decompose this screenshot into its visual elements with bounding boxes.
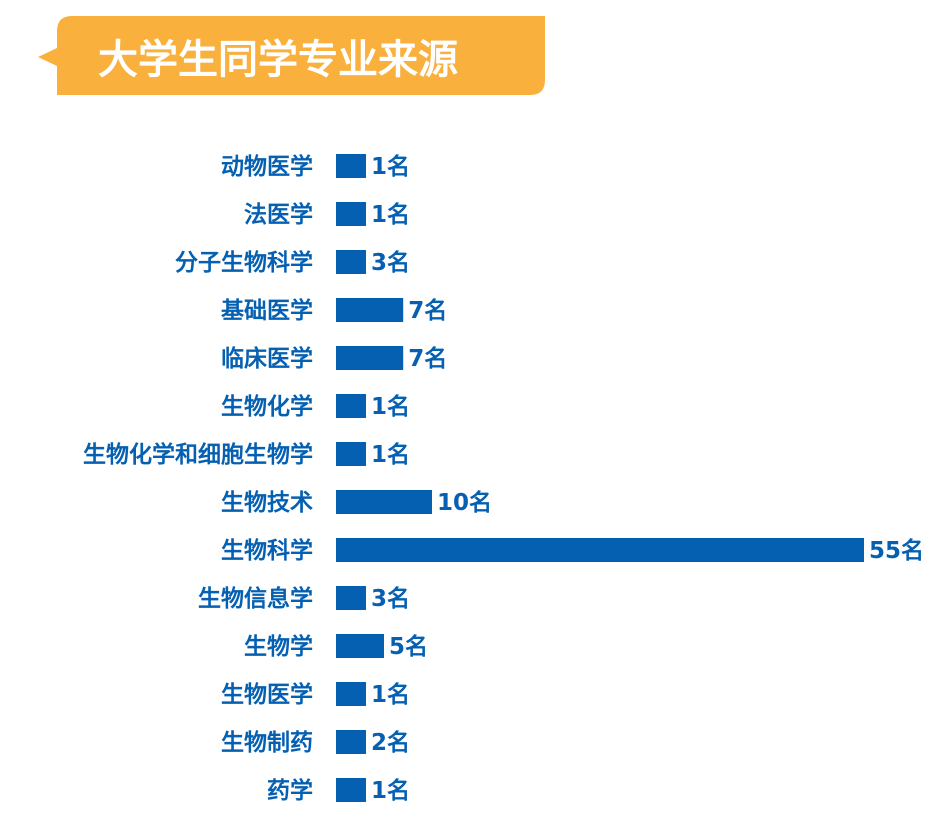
bar — [336, 490, 432, 514]
category-label: 生物化学 — [221, 393, 313, 420]
bar — [336, 634, 384, 658]
category-label: 生物技术 — [221, 489, 313, 516]
category-label: 生物信息学 — [198, 585, 313, 612]
bar — [336, 250, 366, 274]
value-label: 5名 — [389, 633, 428, 660]
bar — [336, 394, 366, 418]
value-label: 55名 — [869, 537, 924, 564]
category-label: 药学 — [267, 777, 313, 804]
value-label: 10名 — [437, 489, 492, 516]
bar — [336, 346, 404, 370]
value-label: 1名 — [371, 393, 410, 420]
bar — [336, 154, 366, 178]
bar — [336, 586, 366, 610]
bar — [336, 442, 366, 466]
bar — [336, 682, 366, 706]
category-label: 生物医学 — [221, 681, 313, 708]
title-banner — [38, 16, 545, 95]
bar — [336, 730, 366, 754]
value-label: 1名 — [371, 777, 410, 804]
value-label: 1名 — [371, 153, 410, 180]
value-label: 1名 — [371, 201, 410, 228]
value-label: 3名 — [371, 585, 410, 612]
category-label: 生物制药 — [221, 729, 313, 756]
category-label: 生物化学和细胞生物学 — [83, 441, 313, 468]
value-label: 7名 — [408, 297, 447, 324]
value-label: 2名 — [371, 729, 410, 756]
chart-title: 大学生同学专业来源 — [98, 37, 458, 83]
category-label: 基础医学 — [221, 297, 313, 324]
bar — [336, 202, 366, 226]
bar — [336, 298, 404, 322]
bar — [336, 538, 864, 562]
value-label: 1名 — [371, 441, 410, 468]
category-label: 法医学 — [244, 201, 313, 228]
category-label: 动物医学 — [221, 153, 313, 180]
value-label: 7名 — [408, 345, 447, 372]
category-label: 临床医学 — [221, 345, 313, 372]
category-label: 生物学 — [244, 633, 313, 660]
category-label: 分子生物科学 — [175, 249, 313, 276]
bar — [336, 778, 366, 802]
value-label: 1名 — [371, 681, 410, 708]
title-banner-shape — [38, 16, 545, 95]
value-label: 3名 — [371, 249, 410, 276]
category-label: 生物科学 — [221, 537, 313, 564]
